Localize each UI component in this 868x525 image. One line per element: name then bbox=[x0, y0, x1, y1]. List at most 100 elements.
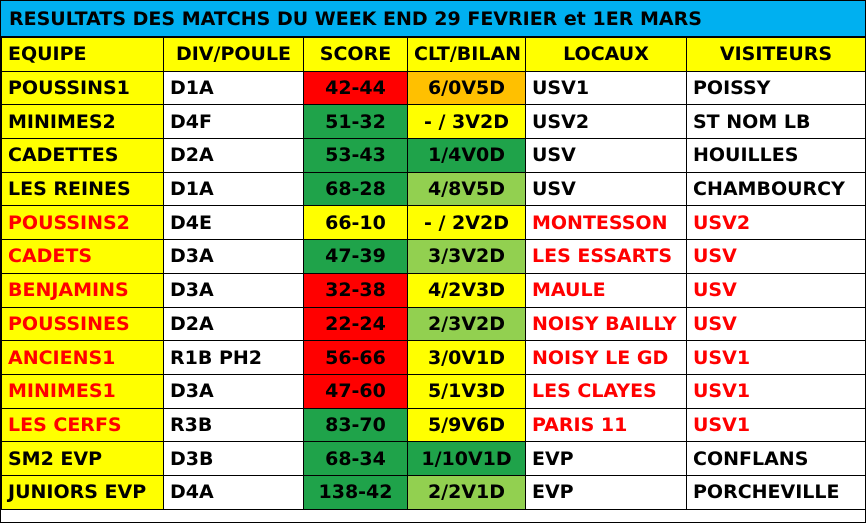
team-cell: MINIMES1 bbox=[1, 373, 164, 409]
away-team-cell: USV bbox=[686, 239, 866, 274]
division-cell: D3A bbox=[163, 239, 304, 274]
score-cell: 47-39 bbox=[303, 239, 408, 274]
ranking-cell: 4/2V3D bbox=[407, 272, 526, 308]
away-team-cell: ST NOM LB bbox=[686, 104, 866, 140]
away-team-cell: CONFLANS bbox=[686, 441, 866, 476]
score-cell: 68-34 bbox=[303, 441, 408, 476]
score-cell: 68-28 bbox=[303, 171, 408, 207]
table-row: POUSSINES D2A 22-24 2/3V2D NOISY BAILLY USV bbox=[1, 306, 866, 342]
header-division: DIV/POULE bbox=[163, 37, 304, 72]
ranking-cell: - / 2V2D bbox=[407, 205, 526, 241]
team-cell: POUSSINS2 bbox=[1, 205, 164, 241]
team-cell: LES CERFS bbox=[1, 407, 164, 443]
division-cell: R1B PH2 bbox=[163, 340, 304, 375]
away-team-cell: USV1 bbox=[686, 373, 866, 409]
score-cell: 32-38 bbox=[303, 272, 408, 308]
home-team-cell: NOISY BAILLY bbox=[525, 306, 687, 342]
away-team-cell: CHAMBOURCY bbox=[686, 171, 866, 207]
team-cell: POUSSINS1 bbox=[1, 70, 164, 106]
ranking-cell: 5/9V6D bbox=[407, 407, 526, 443]
team-cell: BENJAMINS bbox=[1, 272, 164, 308]
ranking-cell: 6/0V5D bbox=[407, 70, 526, 106]
ranking-cell: - / 3V2D bbox=[407, 104, 526, 140]
home-team-cell: NOISY LE GD bbox=[525, 340, 687, 375]
division-cell: D3A bbox=[163, 373, 304, 409]
table-row: BENJAMINS D3A 32-38 4/2V3D MAULE USV bbox=[1, 272, 866, 308]
away-team-cell: USV bbox=[686, 272, 866, 308]
score-cell: 83-70 bbox=[303, 407, 408, 443]
table-row: ANCIENS1 R1B PH2 56-66 3/0V1D NOISY LE GD USV… bbox=[1, 340, 866, 375]
ranking-cell: 4/8V5D bbox=[407, 171, 526, 207]
away-team-cell: POISSY bbox=[686, 70, 866, 106]
team-cell: SM2 EVP bbox=[1, 441, 164, 476]
ranking-cell: 1/4V0D bbox=[407, 138, 526, 173]
home-team-cell: USV2 bbox=[525, 104, 687, 140]
division-cell: D1A bbox=[163, 171, 304, 207]
score-cell: 53-43 bbox=[303, 138, 408, 173]
division-cell: D3B bbox=[163, 441, 304, 476]
header-row: EQUIPE DIV/POULE SCORE CLT/BILAN LOCAUX … bbox=[1, 37, 866, 72]
table-row: CADETTES D2A 53-43 1/4V0D USV HOUILLES bbox=[1, 138, 866, 173]
division-cell: R3B bbox=[163, 407, 304, 443]
sheet-title: RESULTATS DES MATCHS DU WEEK END 29 FEVR… bbox=[1, 1, 865, 37]
home-team-cell: LES CLAYES bbox=[525, 373, 687, 409]
score-cell: 56-66 bbox=[303, 340, 408, 375]
away-team-cell: HOUILLES bbox=[686, 138, 866, 173]
ranking-cell: 1/10V1D bbox=[407, 441, 526, 476]
home-team-cell: MONTESSON bbox=[525, 205, 687, 241]
division-cell: D4E bbox=[163, 205, 304, 241]
division-cell: D4A bbox=[163, 474, 304, 510]
away-team-cell: USV2 bbox=[686, 205, 866, 241]
away-team-cell: PORCHEVILLE bbox=[686, 474, 866, 510]
away-team-cell: USV bbox=[686, 306, 866, 342]
ranking-cell: 5/1V3D bbox=[407, 373, 526, 409]
team-cell: CADETS bbox=[1, 239, 164, 274]
table-row: SM2 EVP D3B 68-34 1/10V1D EVP CONFLANS bbox=[1, 441, 866, 476]
away-team-cell: USV1 bbox=[686, 407, 866, 443]
home-team-cell: USV bbox=[525, 171, 687, 207]
away-team-cell: USV1 bbox=[686, 340, 866, 375]
table-row: LES CERFS R3B 83-70 5/9V6D PARIS 11 USV1 bbox=[1, 407, 866, 443]
table-row: LES REINES D1A 68-28 4/8V5D USV CHAMBOURCY bbox=[1, 171, 866, 207]
division-cell: D2A bbox=[163, 306, 304, 342]
header-score: SCORE bbox=[303, 37, 408, 72]
table-row: MINIMES1 D3A 47-60 5/1V3D LES CLAYES USV1 bbox=[1, 373, 866, 409]
score-cell: 22-24 bbox=[303, 306, 408, 342]
team-cell: LES REINES bbox=[1, 171, 164, 207]
ranking-cell: 3/0V1D bbox=[407, 340, 526, 375]
table-row: POUSSINS2 D4E 66-10- / 2V2D MONTESSON USV2 bbox=[1, 205, 866, 241]
results-table: EQUIPE DIV/POULE SCORE CLT/BILAN LOCAUX … bbox=[1, 37, 866, 510]
home-team-cell: USV1 bbox=[525, 70, 687, 106]
team-cell: ANCIENS1 bbox=[1, 340, 164, 375]
home-team-cell: LES ESSARTS bbox=[525, 239, 687, 274]
ranking-cell: 3/3V2D bbox=[407, 239, 526, 274]
home-team-cell: USV bbox=[525, 138, 687, 173]
header-ranking: CLT/BILAN bbox=[407, 37, 526, 72]
division-cell: D1A bbox=[163, 70, 304, 106]
team-cell: CADETTES bbox=[1, 138, 164, 173]
score-cell: 51-32 bbox=[303, 104, 408, 140]
table-row: JUNIORS EVP D4A 138-42 2/2V1D EVP PORCHEVILLE bbox=[1, 474, 866, 510]
home-team-cell: PARIS 11 bbox=[525, 407, 687, 443]
score-cell: 66-10 bbox=[303, 205, 408, 241]
home-team-cell: EVP bbox=[525, 441, 687, 476]
home-team-cell: MAULE bbox=[525, 272, 687, 308]
header-away: VISITEURS bbox=[686, 37, 866, 72]
division-cell: D4F bbox=[163, 104, 304, 140]
home-team-cell: EVP bbox=[525, 474, 687, 510]
division-cell: D3A bbox=[163, 272, 304, 308]
team-cell: MINIMES2 bbox=[1, 104, 164, 140]
table-row: POUSSINS1 D1A 42-44 6/0V5D USV1 POISSY bbox=[1, 70, 866, 106]
header-home: LOCAUX bbox=[525, 37, 687, 72]
score-cell: 138-42 bbox=[303, 474, 408, 510]
ranking-cell: 2/3V2D bbox=[407, 306, 526, 342]
table-row: MINIMES2 D4F 51-32- / 3V2D USV2 ST NOM LB bbox=[1, 104, 866, 140]
ranking-cell: 2/2V1D bbox=[407, 474, 526, 510]
team-cell: JUNIORS EVP bbox=[1, 474, 164, 510]
score-cell: 42-44 bbox=[303, 70, 408, 106]
score-cell: 47-60 bbox=[303, 373, 408, 409]
table-row: CADETS D3A 47-39 3/3V2D LES ESSARTS USV bbox=[1, 239, 866, 274]
team-cell: POUSSINES bbox=[1, 306, 164, 342]
header-team: EQUIPE bbox=[1, 37, 164, 72]
